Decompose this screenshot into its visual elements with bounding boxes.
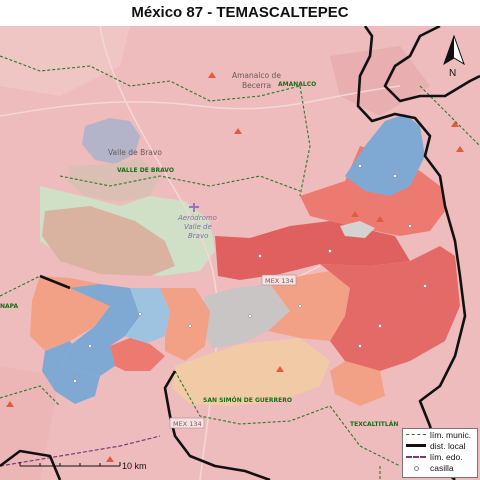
urban-tan-area	[42, 206, 175, 276]
area-blue-west	[60, 284, 140, 376]
road-label-mex134-a: MEX 134	[265, 277, 294, 285]
map-legend: lím. munic. dist. local lím. edo. casill…	[402, 428, 478, 478]
label-valle-muni: VALLE DE BRAVO	[117, 167, 174, 174]
label-amanalco-line1: Amanalco de	[232, 71, 281, 80]
area-salmon-southeast	[330, 361, 385, 406]
label-airport-line1: Aeródromo	[177, 214, 217, 222]
terrain-patch	[0, 366, 60, 480]
municipal-boundaries	[0, 55, 480, 480]
legend-local-symbol	[406, 442, 426, 450]
legend-edo-label: lím. edo.	[430, 451, 463, 462]
legend-row-munic: lím. munic.	[406, 429, 477, 440]
legend-row-edo: lím. edo.	[406, 451, 477, 462]
scale-bar	[19, 462, 121, 467]
map-title: México 87 - TEMASCALTEPEC	[131, 4, 349, 21]
map-canvas: Amanalco de Becerra AMANALCO Valle de Br…	[0, 26, 480, 480]
urban-valle-de-bravo	[68, 158, 160, 202]
label-valle-de-bravo: Valle de Bravo	[108, 148, 162, 157]
area-salmon-mid	[160, 288, 210, 361]
legend-edo-symbol	[406, 453, 426, 461]
legend-casilla-label: casilla	[430, 462, 454, 473]
area-red-small	[110, 338, 165, 371]
road-label-mex134-b: MEX 134	[173, 420, 202, 428]
legend-munic-label: lím. munic.	[430, 429, 472, 440]
legend-row-casilla: casilla	[406, 462, 477, 473]
lake-valle-de-bravo	[82, 118, 140, 164]
district-boundaries	[0, 26, 480, 480]
area-blue-north	[345, 114, 425, 196]
area-blue-light-west	[125, 288, 170, 344]
north-label: N	[449, 68, 456, 78]
terrain-patch	[0, 26, 130, 96]
casilla-points	[73, 164, 427, 383]
label-amanalco-line2: Becerra	[242, 81, 271, 90]
legend-local-label: dist. local	[430, 440, 466, 451]
state-boundary	[0, 435, 161, 467]
peak-markers	[6, 72, 464, 462]
airport-icon	[189, 203, 199, 212]
label-napa: NAPA	[0, 303, 19, 310]
road-shield-mex134-b	[169, 417, 205, 429]
label-texcaltitlan: TEXCALTITLÁN	[350, 421, 398, 428]
legend-munic-symbol	[406, 431, 426, 439]
area-grey-small	[340, 221, 375, 238]
area-red-east	[320, 246, 460, 371]
scale-bar-label: 10 km	[122, 461, 147, 471]
legend-casilla-symbol	[406, 464, 426, 472]
label-airport-line2: Valle de	[184, 223, 212, 231]
north-arrow-icon: N	[443, 34, 465, 78]
minor-road	[0, 85, 401, 117]
label-airport-line3: Bravo	[188, 232, 208, 240]
road-shield-mex134-a	[261, 274, 297, 286]
legend-row-local: dist. local	[406, 440, 477, 451]
label-amanalco-muni: AMANALCO	[278, 81, 316, 88]
area-blue-southwest	[42, 341, 100, 404]
area-salmon-center	[268, 271, 350, 341]
label-san-simon: SAN SIMÓN DE GUERRERO	[203, 397, 292, 404]
area-peach-lower	[172, 338, 330, 406]
